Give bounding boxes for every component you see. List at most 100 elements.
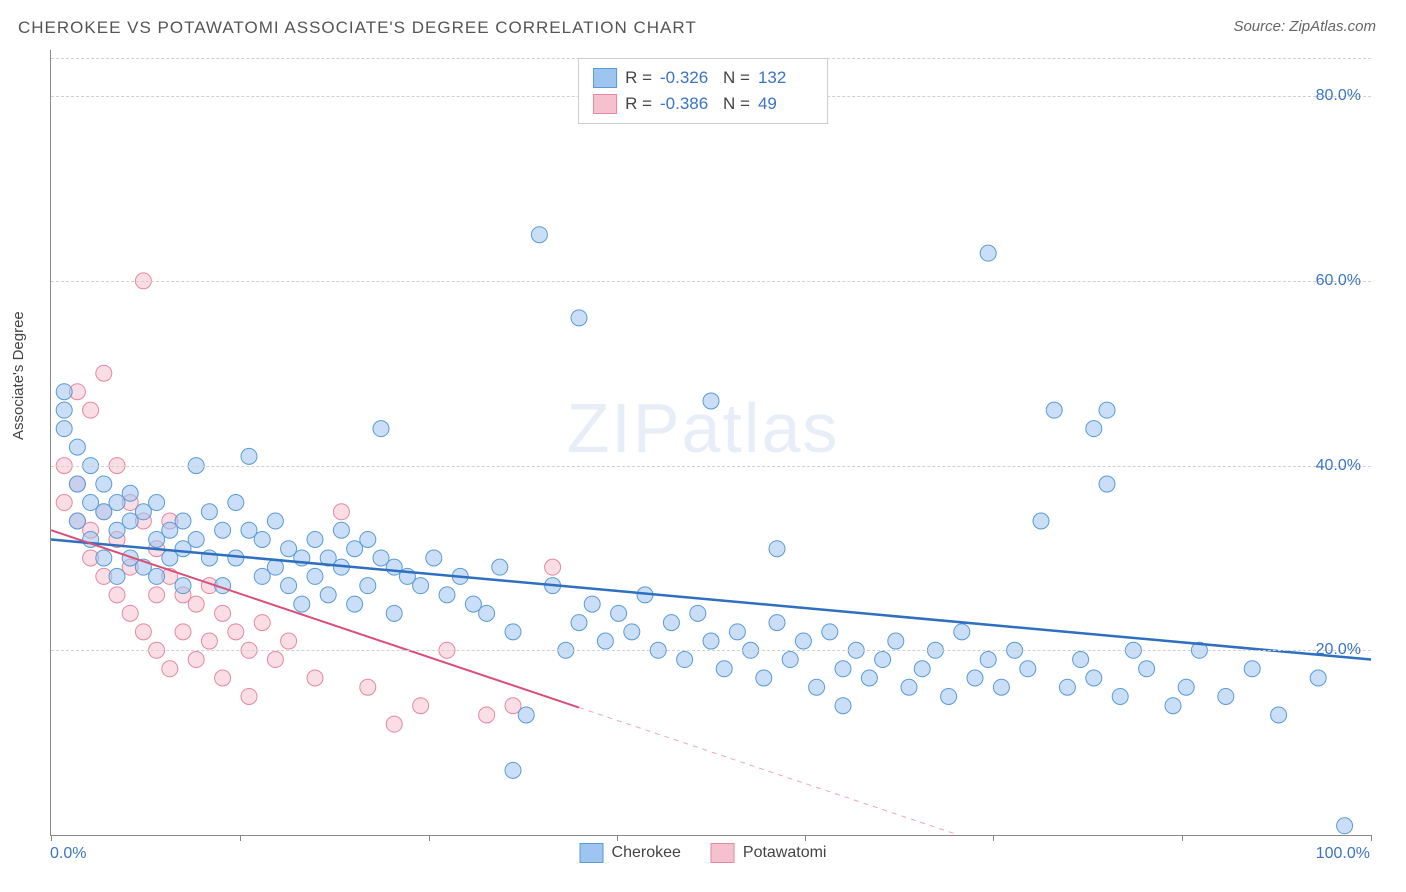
y-tick-label: 40.0% [1316,457,1361,475]
data-point [1020,661,1036,677]
y-tick-label: 60.0% [1316,272,1361,290]
data-point [215,670,231,686]
data-point [479,605,495,621]
data-point [175,513,191,529]
data-point [1086,670,1102,686]
legend-r-label: R = [625,68,652,88]
data-point [677,652,693,668]
data-point [1033,513,1049,529]
gridline [51,466,1371,467]
legend-r-label: R = [625,94,652,114]
data-point [571,615,587,631]
data-point [518,707,534,723]
data-point [980,652,996,668]
data-point [439,587,455,603]
data-point [505,762,521,778]
data-point [333,522,349,538]
data-point [267,513,283,529]
data-point [69,513,85,529]
data-point [122,605,138,621]
swatch-cherokee-bottom [580,843,604,863]
legend-n-cherokee: 132 [758,68,813,88]
data-point [1059,679,1075,695]
data-point [835,661,851,677]
y-tick-label: 20.0% [1316,641,1361,659]
data-point [941,688,957,704]
data-point [307,531,323,547]
data-point [386,605,402,621]
swatch-potawatomi-bottom [711,843,735,863]
data-point [413,698,429,714]
data-point [597,633,613,649]
data-point [1073,652,1089,668]
data-point [386,716,402,732]
y-axis-label: Associate's Degree [10,311,27,440]
data-point [809,679,825,695]
x-tick [1371,835,1372,841]
data-point [122,485,138,501]
legend-item-cherokee: Cherokee [580,843,681,863]
data-point [201,633,217,649]
data-point [188,531,204,547]
data-point [479,707,495,723]
swatch-potawatomi [593,94,617,114]
data-point [1112,688,1128,704]
scatter-svg [51,50,1371,835]
data-point [294,596,310,612]
data-point [624,624,640,640]
data-point [1218,688,1234,704]
legend-n-label: N = [723,94,750,114]
data-point [1139,661,1155,677]
data-point [56,421,72,437]
data-point [149,495,165,511]
data-point [149,568,165,584]
data-point [690,605,706,621]
data-point [1310,670,1326,686]
data-point [135,624,151,640]
data-point [875,652,891,668]
data-point [769,541,785,557]
data-point [663,615,679,631]
data-point [782,652,798,668]
x-tick [993,835,994,841]
data-point [716,661,732,677]
legend-row-cherokee: R = -0.326 N = 132 [593,65,813,91]
data-point [531,227,547,243]
data-point [281,578,297,594]
data-point [1165,698,1181,714]
data-point [333,504,349,520]
x-tick [1182,835,1183,841]
data-point [611,605,627,621]
data-point [201,504,217,520]
data-point [109,587,125,603]
data-point [307,670,323,686]
data-point [901,679,917,695]
data-point [993,679,1009,695]
data-point [545,559,561,575]
data-point [1337,818,1353,834]
data-point [96,365,112,381]
data-point [1244,661,1260,677]
data-point [96,550,112,566]
legend-r-cherokee: -0.326 [660,68,715,88]
legend-n-potawatomi: 49 [758,94,813,114]
data-point [347,596,363,612]
data-point [1271,707,1287,723]
data-point [413,578,429,594]
data-point [954,624,970,640]
data-point [109,568,125,584]
x-tick [429,835,430,841]
data-point [1099,476,1115,492]
legend-label-potawatomi: Potawatomi [743,844,827,862]
trend-line-dashed [579,708,959,835]
data-point [769,615,785,631]
data-point [96,476,112,492]
data-point [69,476,85,492]
data-point [175,624,191,640]
legend-row-potawatomi: R = -0.386 N = 49 [593,91,813,117]
data-point [215,605,231,621]
legend-item-potawatomi: Potawatomi [711,843,827,863]
data-point [756,670,772,686]
data-point [703,633,719,649]
gridline [51,281,1371,282]
